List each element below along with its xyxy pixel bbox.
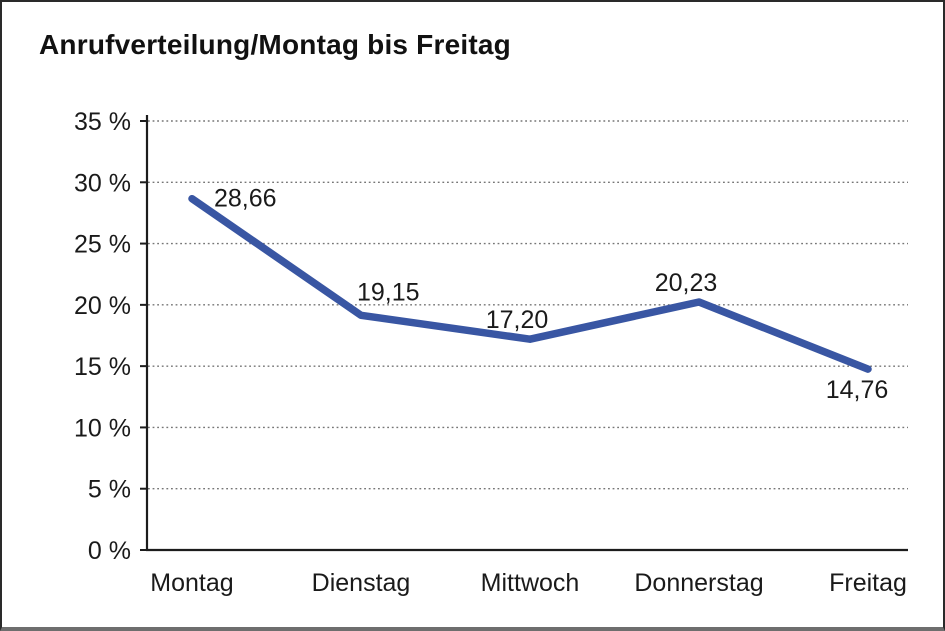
y-tick-label: 15 % — [74, 353, 131, 381]
y-tick-label: 30 % — [74, 169, 131, 197]
data-point-label: 28,66 — [214, 185, 277, 213]
x-tick-label: Montag — [150, 569, 233, 597]
y-tick-label: 5 % — [88, 476, 131, 504]
y-tick-label: 35 % — [74, 108, 131, 136]
data-point-label: 17,20 — [486, 306, 549, 334]
x-tick-label: Mittwoch — [481, 569, 580, 597]
x-tick-label: Dienstag — [312, 569, 411, 597]
y-tick-label: 25 % — [74, 231, 131, 259]
series-line — [188, 194, 872, 373]
data-point-label: 19,15 — [357, 278, 420, 306]
y-tick-label: 10 % — [74, 414, 131, 442]
data-point-label: 14,76 — [826, 376, 889, 404]
x-tick-label: Freitag — [829, 569, 907, 597]
data-point-label: 20,23 — [655, 269, 718, 297]
x-tick-label: Donnerstag — [634, 569, 763, 597]
y-tick-label: 0 % — [88, 537, 131, 565]
chart-title: Anrufverteilung/Montag bis Freitag — [39, 29, 511, 60]
y-tick-label: 20 % — [74, 292, 131, 320]
